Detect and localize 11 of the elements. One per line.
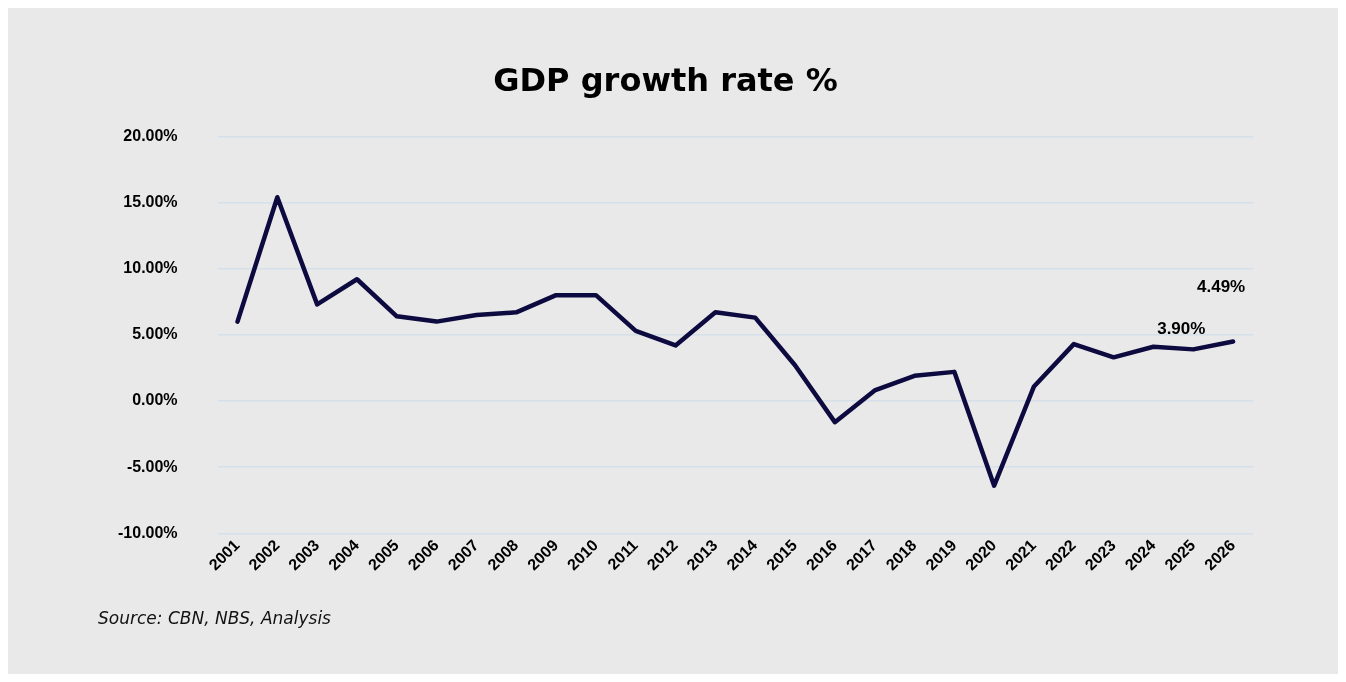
data-label: 4.49% [1196, 276, 1246, 296]
y-tick-label: 20.00% [123, 126, 178, 144]
y-tick-label: 10.00% [123, 259, 178, 277]
data-label: 3.90% [1157, 318, 1206, 338]
y-tick-label: 15.00% [123, 192, 178, 210]
y-tick-label: 5.00% [132, 325, 178, 343]
source-note: Source: CBN, NBS, Analysis [98, 608, 331, 628]
y-tick-label: 0.00% [132, 391, 178, 409]
chart-title: GDP growth rate % [493, 60, 838, 99]
y-tick-label: -10.00% [118, 523, 178, 541]
y-tick-label: -5.00% [126, 457, 178, 475]
